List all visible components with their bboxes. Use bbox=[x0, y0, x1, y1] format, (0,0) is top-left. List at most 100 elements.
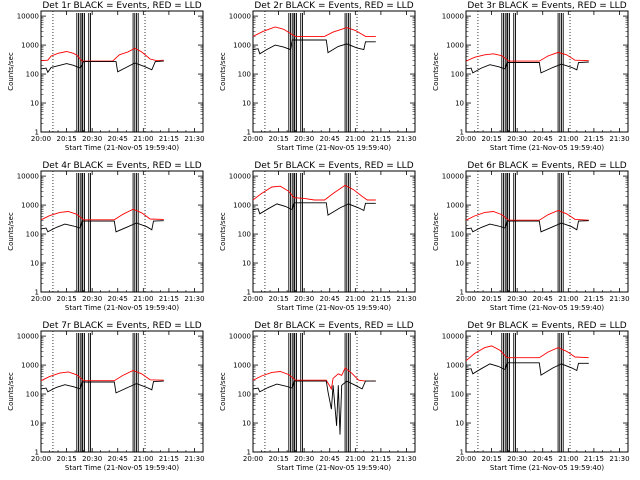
x-tick-label: 20:30 bbox=[294, 295, 314, 303]
y-tick-label: 1 bbox=[247, 449, 251, 457]
plot-frame bbox=[40, 330, 204, 453]
y-tick-label: 1 bbox=[460, 289, 464, 297]
x-tick-label: 20:45 bbox=[108, 455, 128, 463]
y-tick-label: 10 bbox=[30, 420, 39, 428]
x-tick-label: 21:00 bbox=[133, 455, 153, 463]
x-tick-label: 20:00 bbox=[31, 295, 51, 303]
x-tick-label: 20:30 bbox=[507, 455, 527, 463]
y-tick-label: 10000 bbox=[17, 333, 39, 341]
x-tick-label: 21:30 bbox=[184, 295, 204, 303]
x-axis-label: Start Time (21-Nov-05 19:59:40) bbox=[277, 304, 391, 312]
y-tick-label: 10 bbox=[242, 100, 251, 108]
x-axis-label: Start Time (21-Nov-05 19:59:40) bbox=[65, 464, 179, 472]
y-tick-label: 100 bbox=[238, 391, 251, 399]
chart-title: Det 7r BLACK = Events, RED = LLD bbox=[42, 321, 201, 331]
x-tick-label: 21:30 bbox=[396, 295, 416, 303]
series-line-events bbox=[40, 220, 164, 233]
series-line-lld bbox=[40, 47, 164, 62]
y-axis-label: Counts/sec bbox=[432, 372, 440, 411]
x-tick-label: 20:00 bbox=[243, 455, 263, 463]
chart-title: Det 6r BLACK = Events, RED = LLD bbox=[467, 161, 626, 171]
x-tick-label: 20:15 bbox=[268, 455, 288, 463]
x-tick-label: 21:15 bbox=[371, 135, 391, 143]
x-tick-label: 21:15 bbox=[159, 295, 179, 303]
y-tick-label: 10000 bbox=[17, 173, 39, 181]
x-tick-label: 20:00 bbox=[456, 455, 476, 463]
y-tick-label: 100 bbox=[451, 231, 464, 239]
y-axis-label: Counts/sec bbox=[432, 212, 440, 251]
x-tick-label: 21:30 bbox=[184, 455, 204, 463]
y-tick-label: 100 bbox=[26, 391, 39, 399]
x-tick-label: 21:15 bbox=[159, 135, 179, 143]
x-tick-label: 21:15 bbox=[371, 455, 391, 463]
chart-title: Det 4r BLACK = Events, RED = LLD bbox=[42, 161, 201, 171]
chart-panel-2: Det 2r BLACK = Events, RED = LLD 20:00 20:… bbox=[219, 1, 417, 152]
chart-panel-6: Det 6r BLACK = Events, RED = LLD 20:00 20:… bbox=[432, 161, 630, 312]
x-tick-label: 21:30 bbox=[396, 455, 416, 463]
y-tick-label: 1 bbox=[35, 289, 39, 297]
x-tick-label: 21:30 bbox=[609, 295, 629, 303]
y-axis-label: Counts/sec bbox=[219, 52, 227, 91]
chart-panel-3: Det 3r BLACK = Events, RED = LLD 20:00 20:… bbox=[432, 1, 630, 152]
series-line-events bbox=[252, 39, 376, 55]
y-tick-label: 10 bbox=[30, 100, 39, 108]
y-tick-label: 10 bbox=[242, 260, 251, 268]
chart-title: Det 5r BLACK = Events, RED = LLD bbox=[254, 161, 413, 171]
x-tick-label: 20:45 bbox=[533, 295, 553, 303]
y-tick-label: 10 bbox=[30, 260, 39, 268]
x-tick-label: 21:00 bbox=[345, 455, 365, 463]
y-tick-label: 100 bbox=[451, 71, 464, 79]
x-tick-label: 20:15 bbox=[481, 135, 501, 143]
series-line-lld bbox=[252, 26, 376, 37]
chart-panel-5: Det 5r BLACK = Events, RED = LLD 20:00 20:… bbox=[219, 161, 417, 312]
x-tick-label: 20:45 bbox=[320, 455, 340, 463]
y-tick-label: 1000 bbox=[233, 202, 251, 210]
chart-title: Det 9r BLACK = Events, RED = LLD bbox=[467, 321, 626, 331]
chart-panel-7: Det 7r BLACK = Events, RED = LLD 20:00 20:… bbox=[7, 321, 205, 472]
series-line-events bbox=[465, 362, 589, 376]
series-line-events bbox=[465, 61, 589, 74]
x-tick-label: 20:00 bbox=[31, 455, 51, 463]
x-axis-label: Start Time (21-Nov-05 19:59:40) bbox=[490, 304, 604, 312]
series-line-events bbox=[40, 60, 164, 74]
plot-frame bbox=[465, 170, 629, 293]
y-tick-label: 100 bbox=[238, 71, 251, 79]
x-tick-label: 20:30 bbox=[82, 295, 102, 303]
x-tick-label: 21:15 bbox=[584, 455, 604, 463]
y-tick-label: 10000 bbox=[229, 13, 251, 21]
x-tick-label: 21:30 bbox=[396, 135, 416, 143]
plot-frame bbox=[465, 330, 629, 453]
x-tick-label: 20:15 bbox=[268, 135, 288, 143]
x-tick-label: 20:15 bbox=[56, 135, 76, 143]
x-axis-label: Start Time (21-Nov-05 19:59:40) bbox=[65, 304, 179, 312]
y-tick-label: 1 bbox=[35, 129, 39, 137]
x-tick-label: 21:15 bbox=[584, 295, 604, 303]
plot-frame bbox=[465, 10, 629, 133]
x-tick-label: 20:30 bbox=[294, 135, 314, 143]
plot-frame bbox=[252, 170, 416, 293]
x-tick-label: 20:30 bbox=[82, 455, 102, 463]
y-tick-label: 1000 bbox=[21, 202, 39, 210]
x-tick-label: 20:30 bbox=[507, 295, 527, 303]
series-line-lld bbox=[40, 370, 164, 382]
y-tick-label: 1000 bbox=[446, 42, 464, 50]
y-axis-label: Counts/sec bbox=[432, 52, 440, 91]
series-line-lld bbox=[465, 345, 589, 362]
x-tick-label: 21:15 bbox=[371, 295, 391, 303]
chart-panel-1: Det 1r BLACK = Events, RED = LLD 20:00 20:… bbox=[7, 1, 205, 152]
chart-title: Det 3r BLACK = Events, RED = LLD bbox=[467, 1, 626, 11]
x-tick-label: 20:45 bbox=[320, 295, 340, 303]
y-tick-label: 10 bbox=[455, 260, 464, 268]
y-tick-label: 10000 bbox=[442, 13, 464, 21]
y-tick-label: 100 bbox=[26, 231, 39, 239]
chart-title: Det 1r BLACK = Events, RED = LLD bbox=[42, 1, 201, 11]
plot-frame bbox=[252, 330, 416, 453]
x-tick-label: 20:15 bbox=[56, 455, 76, 463]
y-tick-label: 10 bbox=[455, 100, 464, 108]
chart-panel-8: Det 8r BLACK = Events, RED = LLD 20:00 20:… bbox=[219, 321, 417, 472]
y-tick-label: 1000 bbox=[233, 362, 251, 370]
y-axis-label: Counts/sec bbox=[7, 212, 15, 251]
y-tick-label: 1000 bbox=[21, 42, 39, 50]
y-tick-label: 1 bbox=[247, 129, 251, 137]
